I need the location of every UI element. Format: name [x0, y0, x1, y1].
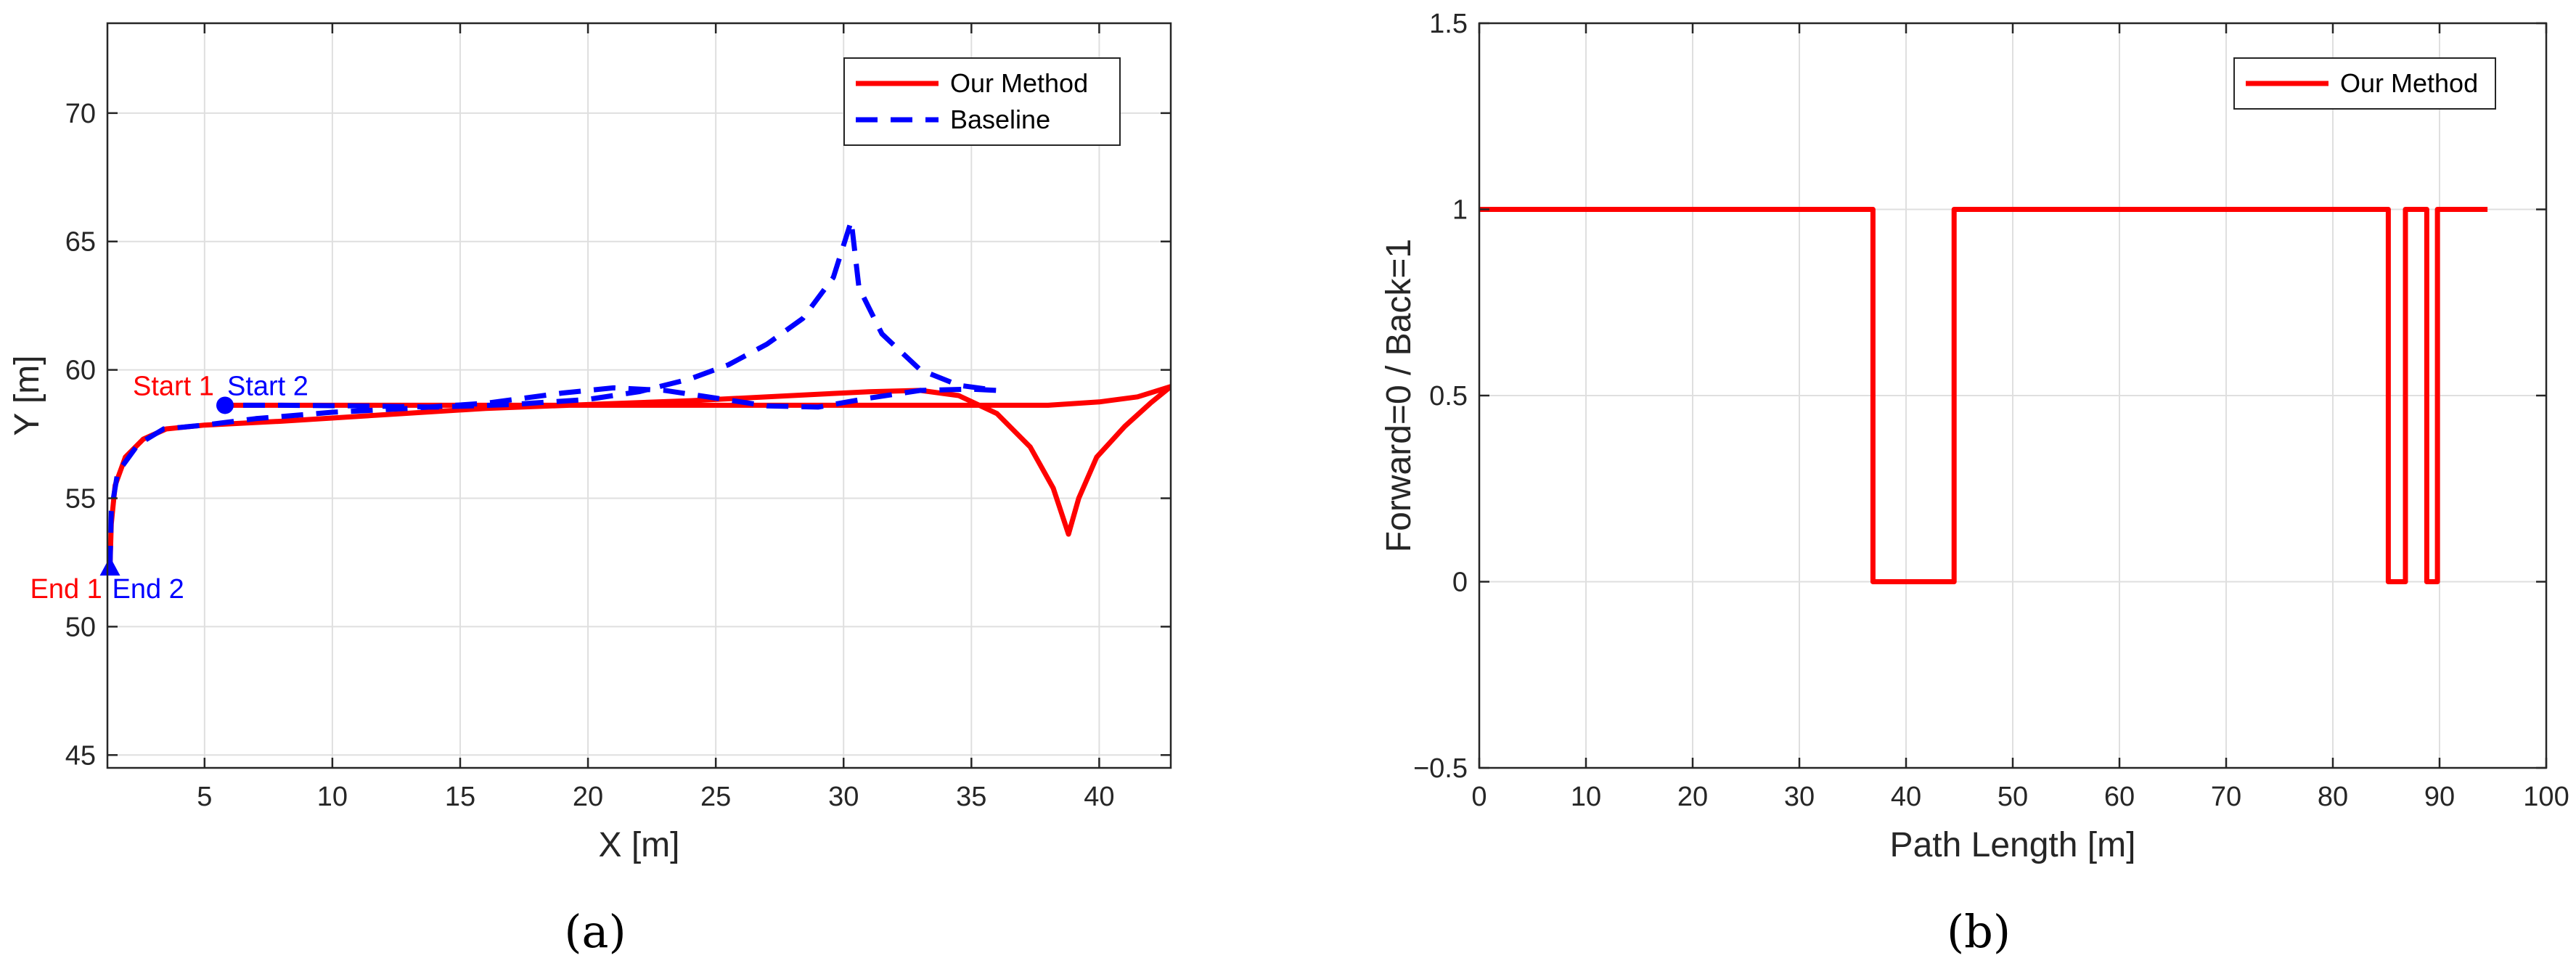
annotation-start-1: Start 1 [133, 371, 214, 401]
legend-label-our-method: Our Method [950, 68, 1088, 98]
annotation-start-2: Start 2 [227, 371, 308, 401]
y-tick-label: 50 [65, 612, 96, 642]
panel-a-trajectory-plot: Start 1 Start 2 End 1 End 2 5 10 15 20 25 30 35 40 4… [8, 22, 1172, 864]
x-tick-label: 90 [2424, 782, 2455, 812]
x-tick-label: 10 [1571, 782, 1601, 812]
y-axis-label: Y [m] [8, 355, 46, 435]
legend: Our Method Baseline [843, 57, 1121, 146]
end-marker [99, 557, 120, 576]
annotation-end-1: End 1 [30, 574, 102, 605]
x-tick-label: 5 [197, 782, 212, 812]
y-tick-label: 70 [65, 99, 96, 129]
x-tick-label: 35 [956, 782, 986, 812]
y-axis-label: Forward=0 / Back=1 [1380, 239, 1418, 552]
panel-b-label: (b) [1947, 905, 2011, 958]
x-tick-label: 40 [1084, 782, 1114, 812]
x-tick-label: 70 [2211, 782, 2241, 812]
legend: Our Method [2233, 57, 2496, 110]
x-axis-label: X [m] [598, 826, 679, 864]
x-tick-label: 15 [445, 782, 475, 812]
x-tick-label: 25 [700, 782, 731, 812]
x-tick-label: 10 [317, 782, 348, 812]
y-tick-label: 0.5 [1429, 381, 1468, 412]
start-marker [216, 396, 234, 414]
x-axis-label: Path Length [m] [1890, 826, 2136, 864]
axes-frame [106, 22, 1172, 769]
x-tick-label: 50 [1998, 782, 2028, 812]
x-tick-label: 100 [2523, 782, 2569, 812]
x-tick-label: 60 [2104, 782, 2135, 812]
y-tick-label: 1 [1452, 195, 1468, 226]
x-tick-label: 30 [1784, 782, 1815, 812]
y-tick-label: −0.5 [1413, 753, 1468, 784]
annotation-end-2: End 2 [113, 574, 184, 605]
series-line-baseline [107, 218, 999, 568]
y-tick-label: 55 [65, 484, 96, 515]
x-tick-label: 20 [1677, 782, 1708, 812]
plot-area [107, 23, 1171, 768]
x-tick-label: 40 [1891, 782, 1921, 812]
y-tick-label: 60 [65, 356, 96, 386]
legend-label-baseline: Baseline [950, 105, 1050, 134]
y-tick-label: 1.5 [1429, 9, 1468, 39]
y-tick-label: 0 [1452, 568, 1468, 598]
x-tick-label: 30 [828, 782, 859, 812]
y-tick-label: 65 [65, 227, 96, 258]
x-tick-label: 0 [1471, 782, 1487, 812]
legend-label-our-method: Our Method [2340, 68, 2478, 98]
y-tick-label: 45 [65, 740, 96, 771]
x-tick-label: 80 [2318, 782, 2348, 812]
panel-a-label: (a) [564, 905, 626, 958]
series-line-our-method [1479, 207, 2488, 584]
legend-box [843, 57, 1121, 146]
x-tick-label: 20 [573, 782, 603, 812]
